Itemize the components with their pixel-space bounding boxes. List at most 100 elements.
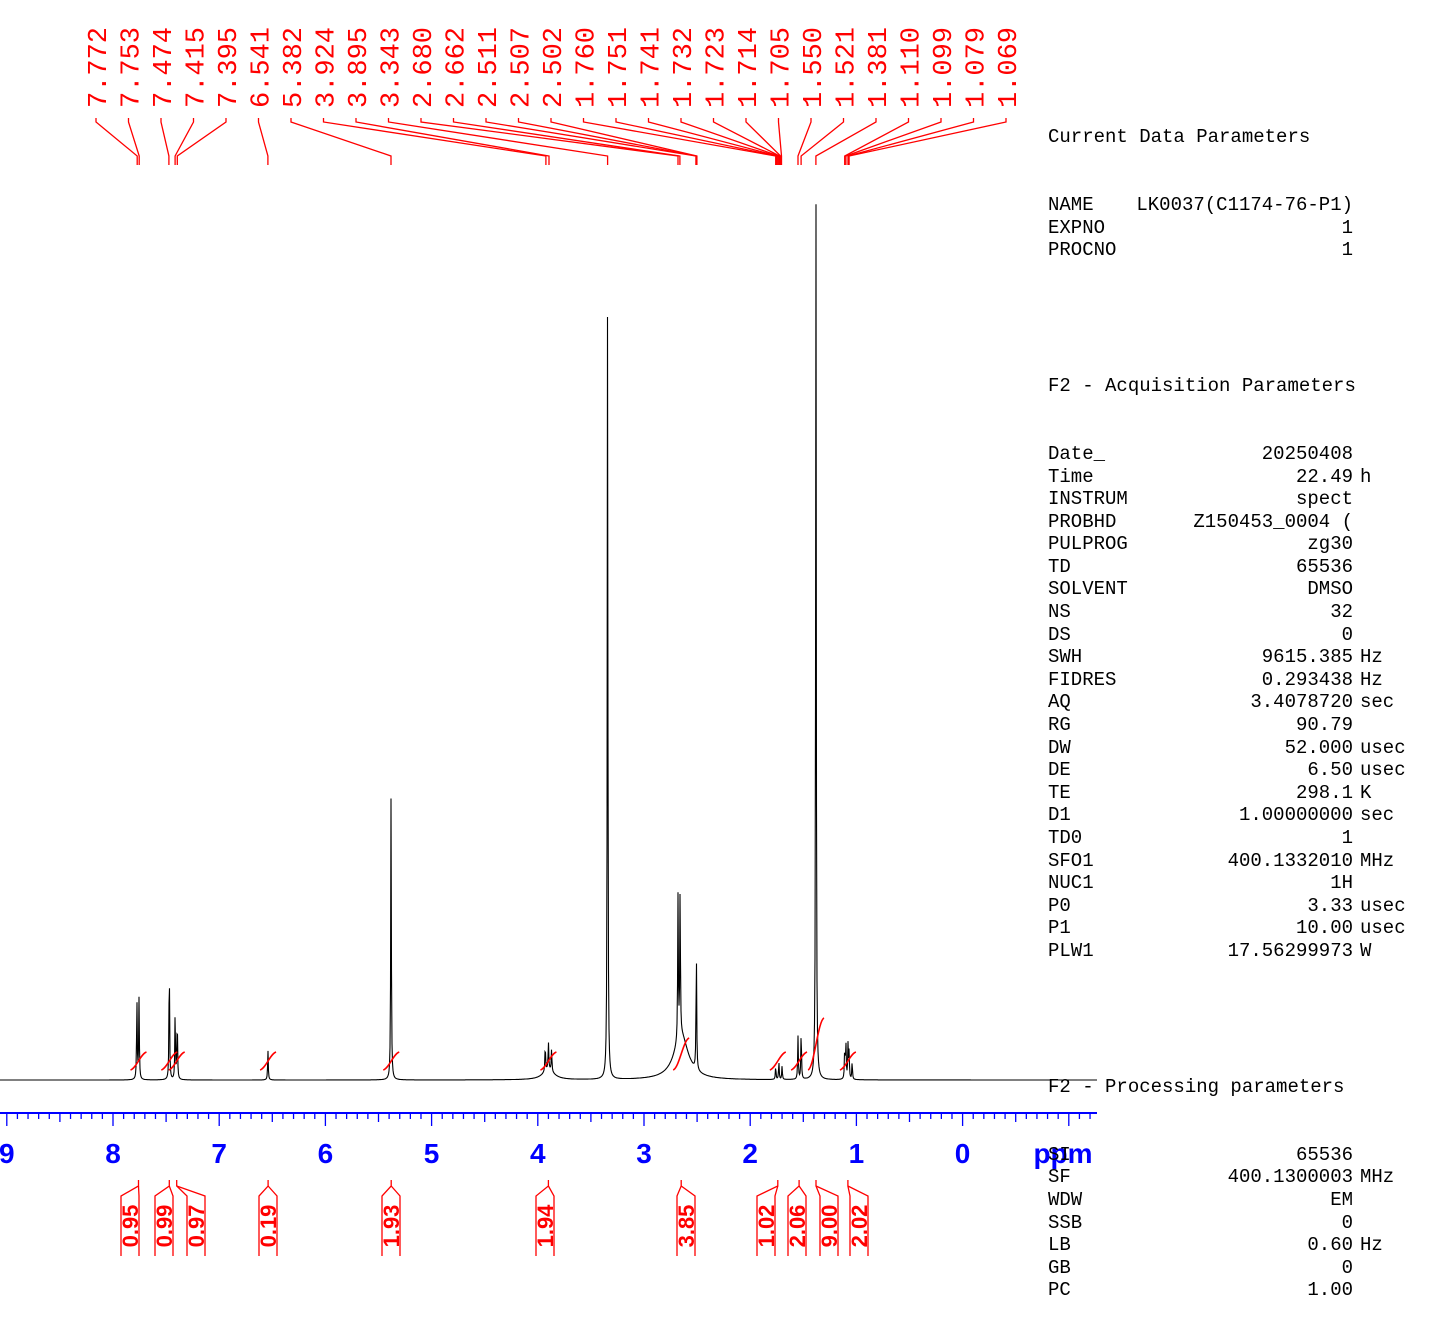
peak-label-connector: [777, 118, 783, 165]
integral-curve: [839, 1051, 857, 1071]
param-unit: h: [1360, 465, 1372, 488]
integral-curve: [769, 1051, 787, 1071]
param-key: TD0: [1048, 827, 1083, 849]
peak-label-text: 1.705: [768, 27, 798, 108]
acquisition-params-heading: F2 - Acquisition Parameters: [1048, 375, 1356, 398]
processing-params-list: SI 65536 SF 400.1300003 MHz WDW EM SSB 0 LB 0.60 Hz…: [1048, 1144, 1420, 1302]
param-unit: sec: [1360, 804, 1395, 827]
peak-label-connector: [712, 118, 781, 165]
acquisition-param-row: Time 22.49 h: [1048, 466, 1420, 489]
integral-bracket: [547, 1185, 555, 1256]
axis-tick-label: 5: [424, 1138, 440, 1169]
peak-label-group: 7.772 7.753 7.474 7.415 7.395 6.541 5.382 3.924…: [85, 27, 1025, 165]
param-value: spect: [1295, 488, 1353, 511]
axis-tick-label: 1: [849, 1138, 865, 1169]
peak-label-connector: [797, 118, 812, 165]
param-key: GB: [1048, 1256, 1071, 1279]
integral-curve: [160, 1051, 178, 1071]
param-unit: Hz: [1360, 646, 1383, 669]
param-key: NAME: [1048, 193, 1094, 216]
param-key: INSTRUM: [1048, 488, 1128, 511]
peak-label-text: 2.502: [540, 27, 570, 108]
processing-param-row: SSB 0: [1048, 1212, 1420, 1235]
spectrum-trace-group: [0, 204, 1097, 1081]
param-value: 10.00: [1295, 917, 1353, 940]
current-params-heading: Current Data Parameters: [1048, 126, 1311, 149]
integral-bracket: [815, 1180, 821, 1256]
peak-label-text: 6.541: [248, 27, 278, 108]
peak-label-connector: [257, 118, 269, 165]
param-key: P0: [1048, 894, 1071, 917]
param-key: RG: [1048, 714, 1071, 737]
param-key: SI: [1048, 1143, 1071, 1166]
param-key: Date_: [1048, 442, 1106, 465]
integral-curve: [259, 1051, 277, 1071]
integral-bracket: [756, 1180, 779, 1256]
peak-label-text: 1.099: [930, 27, 960, 108]
peak-label-connector: [322, 118, 547, 165]
peak-label-text: 1.714: [735, 27, 765, 108]
param-key: DW: [1048, 736, 1071, 759]
acquisition-param-row: DE 6.50 usec: [1048, 759, 1420, 782]
param-key: PLW1: [1048, 939, 1094, 962]
peak-label-connector: [355, 118, 550, 165]
param-key: NS: [1048, 601, 1071, 624]
integral-bracket: [258, 1180, 269, 1256]
param-value: 65536: [1295, 555, 1353, 578]
param-key: PC: [1048, 1279, 1071, 1302]
param-key: NUC1: [1048, 872, 1094, 895]
integral-bracket: [176, 1180, 188, 1256]
param-value: 0.60: [1307, 1234, 1353, 1257]
acquisition-param-row: PROBHD Z150453_0004 (: [1048, 511, 1420, 534]
param-unit: usec: [1360, 736, 1406, 759]
acquisition-param-row: TD 65536: [1048, 556, 1420, 579]
acquisition-param-row: DW 52.000 usec: [1048, 737, 1420, 760]
peak-label-connector: [847, 118, 975, 165]
integral-value-label: 1.02: [754, 1205, 779, 1248]
integral-bracket: [680, 1185, 696, 1256]
axis-tick-label: 3: [636, 1138, 652, 1169]
param-value: zg30: [1307, 533, 1353, 556]
peak-label-connector: [815, 118, 877, 165]
param-value: 298.1: [1295, 781, 1353, 804]
param-value: 1: [1341, 239, 1353, 262]
peak-label-connector: [845, 118, 942, 165]
acquisition-param-row: SFO1 400.1332010 MHz: [1048, 850, 1420, 873]
integral-curve: [790, 1051, 808, 1071]
peak-label-connector: [95, 118, 138, 165]
integral-bracket: [847, 1185, 869, 1256]
peak-label-text: 1.381: [865, 27, 895, 108]
param-value: 3.33: [1307, 894, 1353, 917]
param-value: 9615.385: [1261, 646, 1353, 669]
current-param-row: EXPNO 1: [1048, 217, 1420, 240]
integral-value-label: 0.97: [184, 1205, 209, 1248]
peak-label-text: 3.895: [345, 27, 375, 108]
param-value: EM: [1330, 1188, 1353, 1211]
param-value: 0: [1341, 623, 1353, 646]
peak-label-connector: [387, 118, 609, 165]
integral-bracket: [381, 1180, 392, 1256]
peak-label-text: 3.924: [313, 27, 343, 108]
peak-label-text: 7.474: [150, 27, 180, 108]
peak-label-text: 5.382: [280, 27, 310, 108]
integral-value-label: 2.02: [847, 1205, 872, 1248]
acquisition-param-row: INSTRUM spect: [1048, 488, 1420, 511]
param-key: WDW: [1048, 1188, 1083, 1211]
axis-tick-label: 2: [742, 1138, 758, 1169]
param-value: 1.00000000: [1238, 804, 1353, 827]
peak-label-connector: [420, 118, 679, 165]
peak-label-connector: [848, 118, 1007, 165]
acquisition-param-row: FIDRES 0.293438 Hz: [1048, 669, 1420, 692]
param-key: TD: [1048, 555, 1071, 578]
integral-bracket: [535, 1180, 550, 1256]
peak-label-text: 2.662: [443, 27, 473, 108]
processing-param-row: LB 0.60 Hz: [1048, 1234, 1420, 1257]
integral-value-label: 1.93: [379, 1205, 404, 1248]
param-value: 0: [1341, 1211, 1353, 1234]
param-value: 90.79: [1295, 714, 1353, 737]
param-key: FIDRES: [1048, 668, 1117, 691]
acquisition-param-row: PULPROG zg30: [1048, 533, 1420, 556]
integral-value-label: 1.94: [533, 1204, 558, 1248]
integral-curve: [672, 1037, 690, 1071]
